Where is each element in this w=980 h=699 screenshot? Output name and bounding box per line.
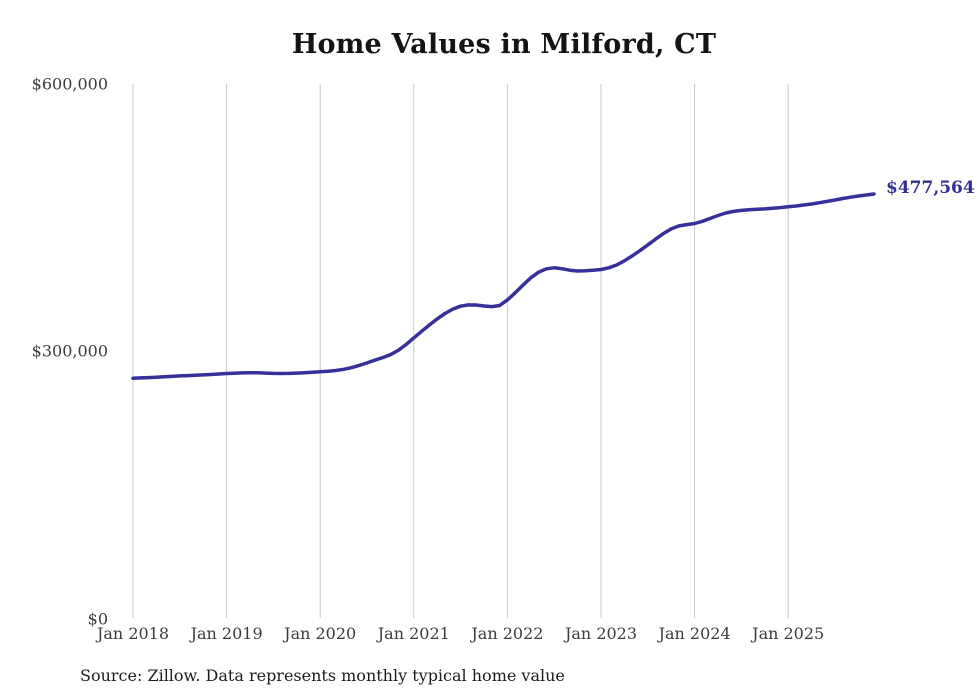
line-end-value-label: $477,564 [886, 178, 975, 198]
home-value-line [131, 192, 876, 381]
x-tick-label: Jan 2020 [284, 624, 357, 643]
x-tick-label: Jan 2024 [658, 624, 731, 643]
x-tick-label: Jan 2021 [377, 624, 450, 643]
year-gridlines [132, 84, 789, 618]
y-tick-label: $600,000 [31, 74, 108, 94]
y-tick-label: $0 [87, 609, 108, 629]
source-note: Source: Zillow. Data represents monthly … [80, 666, 565, 685]
x-tick-label: Jan 2018 [96, 624, 170, 643]
x-tick-label: Jan 2023 [564, 624, 638, 643]
y-tick-label: $300,000 [31, 342, 108, 362]
x-tick-label: Jan 2025 [752, 624, 825, 643]
chart-title: Home Values in Milford, CT [291, 29, 717, 60]
x-tick-label: Jan 2019 [190, 624, 263, 643]
x-tick-label: Jan 2022 [471, 624, 544, 643]
